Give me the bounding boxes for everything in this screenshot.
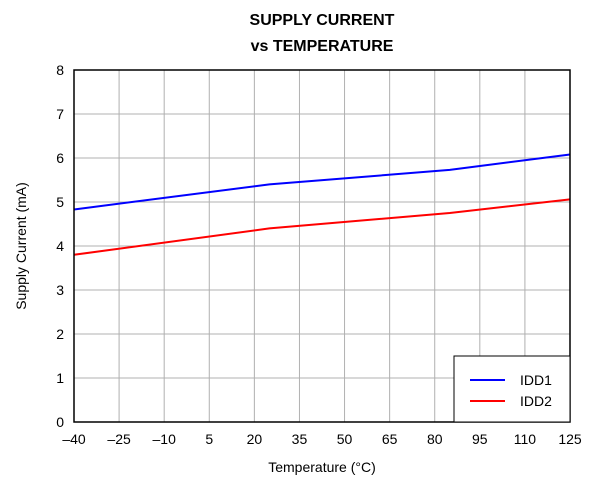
y-tick-label: 1 — [56, 370, 64, 386]
y-tick-label: 8 — [56, 62, 64, 78]
y-tick-label: 3 — [56, 282, 64, 298]
legend-box — [453, 355, 571, 423]
series-line-idd1 — [73, 153, 571, 211]
legend-label-idd2: IDD2 — [520, 393, 552, 409]
x-tick-label: 20 — [247, 431, 263, 447]
x-tick-label: –10 — [153, 431, 177, 447]
x-tick-label: 5 — [205, 431, 213, 447]
y-tick-label: 7 — [56, 106, 64, 122]
y-tick-label: 2 — [56, 326, 64, 342]
x-tick-label: 35 — [292, 431, 308, 447]
plot-frame — [73, 69, 571, 423]
grid-lines — [74, 70, 570, 422]
y-tick-label: 0 — [56, 414, 64, 430]
x-tick-label: –25 — [107, 431, 131, 447]
y-axis-label: Supply Current (mA) — [13, 182, 29, 310]
x-tick-label: 65 — [382, 431, 398, 447]
legend: IDD1 IDD2 — [453, 355, 571, 423]
x-tick-label: 110 — [514, 431, 537, 447]
chart-title-line-2: vs TEMPERATURE — [251, 38, 394, 55]
data-series — [73, 153, 571, 256]
x-tick-label: 95 — [472, 431, 488, 447]
chart-title-line-1: SUPPLY CURRENT — [250, 12, 395, 29]
series-line-idd2 — [73, 198, 571, 256]
y-tick-label: 4 — [56, 238, 64, 254]
x-tick-label: 125 — [558, 431, 582, 447]
x-axis-label: Temperature (°C) — [268, 459, 376, 475]
x-tick-label: –40 — [62, 431, 86, 447]
x-tick-labels: –40 –25 –10 5 20 35 50 65 80 95 110 125 — [62, 431, 582, 447]
legend-label-idd1: IDD1 — [520, 372, 552, 388]
y-tick-label: 5 — [56, 194, 64, 210]
y-tick-label: 6 — [56, 150, 64, 166]
x-tick-label: 80 — [427, 431, 443, 447]
x-tick-label: 50 — [337, 431, 353, 447]
y-tick-labels: 0 1 2 3 4 5 6 7 8 — [56, 62, 64, 430]
